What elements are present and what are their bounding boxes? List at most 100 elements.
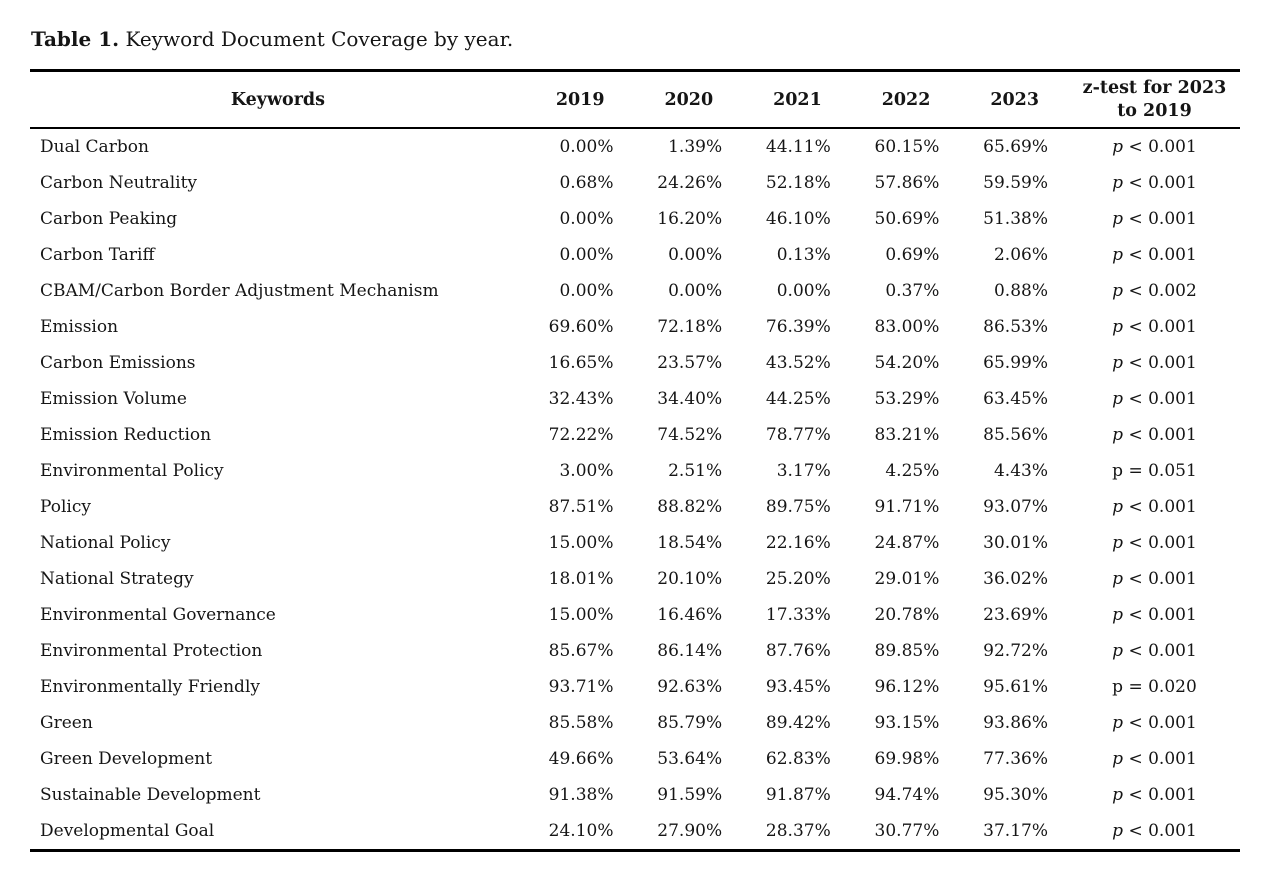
value-cell: 74.52% xyxy=(657,425,723,445)
p-symbol: p xyxy=(1112,137,1124,157)
value-cell: 60.15% xyxy=(874,137,940,157)
ztest-cell: p < 0.001 xyxy=(1069,741,1240,777)
value-cell: 89.85% xyxy=(874,641,940,661)
value-cell: 24.10% xyxy=(548,821,614,841)
table-body: Dual Carbon 0.00% 1.39% 44.11% 60.15% 65.69% p… xyxy=(30,128,1240,851)
value-cell: 89.42% xyxy=(765,713,831,733)
value-cell: 0.88% xyxy=(993,281,1048,301)
value-cell: 85.79% xyxy=(657,713,723,733)
value-cell: 52.18% xyxy=(765,173,831,193)
col-header-2022: 2022 xyxy=(881,89,931,110)
ztest-cell: p < 0.001 xyxy=(1069,309,1240,345)
p-symbol: p xyxy=(1112,785,1124,805)
value-cell: 37.17% xyxy=(983,821,1048,841)
value-cell: 62.83% xyxy=(765,749,831,769)
keyword-cell: Policy xyxy=(40,497,91,517)
p-symbol: p xyxy=(1112,353,1124,373)
value-cell: 94.74% xyxy=(874,785,940,805)
p-symbol: p xyxy=(1112,425,1124,445)
value-cell: 3.17% xyxy=(776,461,831,481)
keyword-cell: Environmental Policy xyxy=(40,461,224,481)
value-cell: 86.14% xyxy=(657,641,723,661)
p-symbol: p xyxy=(1112,821,1124,841)
ztest-header-line2: to 2019 xyxy=(1117,100,1192,121)
value-cell: 95.61% xyxy=(983,677,1048,697)
p-relation: < 0.001 xyxy=(1128,713,1197,733)
value-cell: 0.00% xyxy=(559,137,614,157)
ztest-cell: p < 0.001 xyxy=(1069,128,1240,165)
p-symbol: p xyxy=(1112,245,1124,265)
value-cell: 87.51% xyxy=(548,497,614,517)
value-cell: 0.00% xyxy=(668,281,723,301)
col-header-2021: 2021 xyxy=(773,89,822,110)
p-relation: < 0.001 xyxy=(1128,317,1197,337)
table-row: Environmentally Friendly 93.71% 92.63% 93.4… xyxy=(30,669,1240,705)
table-row: Carbon Neutrality 0.68% 24.26% 52.18% 57.86%… xyxy=(30,165,1240,201)
ztest-cell: p < 0.001 xyxy=(1069,561,1240,597)
table-caption: Table 1. Keyword Document Coverage by ye… xyxy=(31,26,513,52)
value-cell: 91.59% xyxy=(657,785,723,805)
p-symbol: p xyxy=(1112,389,1124,409)
table-row: Emission Volume 32.43% 34.40% 44.25% 53.29% 6… xyxy=(30,381,1240,417)
value-cell: 59.59% xyxy=(983,173,1048,193)
value-cell: 0.00% xyxy=(559,245,614,265)
keyword-cell: Environmental Governance xyxy=(40,605,276,625)
value-cell: 0.00% xyxy=(668,245,723,265)
value-cell: 76.39% xyxy=(765,317,831,337)
value-cell: 29.01% xyxy=(874,569,940,589)
table-row: Policy 87.51% 88.82% 89.75% 91.71% 93.07% p < … xyxy=(30,489,1240,525)
value-cell: 2.51% xyxy=(668,461,723,481)
ztest-cell: p < 0.001 xyxy=(1069,597,1240,633)
p-relation: < 0.001 xyxy=(1128,353,1197,373)
value-cell: 72.18% xyxy=(657,317,723,337)
value-cell: 91.71% xyxy=(874,497,940,517)
value-cell: 93.45% xyxy=(765,677,831,697)
keyword-cell: Emission Volume xyxy=(40,389,187,409)
value-cell: 85.67% xyxy=(548,641,614,661)
value-cell: 1.39% xyxy=(668,137,723,157)
value-cell: 24.26% xyxy=(657,173,723,193)
table-row: Environmental Protection 85.67% 86.14% 87.7… xyxy=(30,633,1240,669)
table-header: Keywords 2019 2020 2021 2022 2023 z-test… xyxy=(30,71,1240,128)
value-cell: 23.69% xyxy=(983,605,1048,625)
value-cell: 28.37% xyxy=(765,821,831,841)
value-cell: 16.46% xyxy=(657,605,723,625)
value-cell: 86.53% xyxy=(983,317,1048,337)
keyword-cell: Emission xyxy=(40,317,119,337)
value-cell: 22.16% xyxy=(765,533,831,553)
keyword-cell: Developmental Goal xyxy=(40,821,215,841)
ztest-cell: p < 0.001 xyxy=(1069,813,1240,851)
p-symbol: p xyxy=(1112,281,1124,301)
ztest-cell: p < 0.001 xyxy=(1069,345,1240,381)
value-cell: 77.36% xyxy=(983,749,1048,769)
col-header-2023: 2023 xyxy=(990,89,1040,110)
value-cell: 92.72% xyxy=(983,641,1048,661)
table-row: National Strategy 18.01% 20.10% 25.20% 29.01… xyxy=(30,561,1240,597)
ztest-cell: p < 0.001 xyxy=(1069,777,1240,813)
value-cell: 27.90% xyxy=(657,821,723,841)
p-relation: < 0.001 xyxy=(1128,605,1197,625)
value-cell: 16.20% xyxy=(657,209,723,229)
value-cell: 95.30% xyxy=(983,785,1048,805)
value-cell: 4.43% xyxy=(993,461,1048,481)
value-cell: 53.64% xyxy=(657,749,723,769)
p-relation: < 0.002 xyxy=(1128,281,1197,301)
p-relation: < 0.001 xyxy=(1128,137,1197,157)
value-cell: 20.10% xyxy=(657,569,723,589)
header-row: Keywords 2019 2020 2021 2022 2023 z-test… xyxy=(30,71,1240,128)
value-cell: 3.00% xyxy=(559,461,614,481)
ztest-cell: p = 0.051 xyxy=(1069,453,1240,489)
table-row: Carbon Emissions 16.65% 23.57% 43.52% 54.20%… xyxy=(30,345,1240,381)
table-row: Emission 69.60% 72.18% 76.39% 83.00% 86.53% p … xyxy=(30,309,1240,345)
value-cell: 53.29% xyxy=(874,389,940,409)
value-cell: 93.07% xyxy=(983,497,1048,517)
value-cell: 83.00% xyxy=(874,317,940,337)
value-cell: 96.12% xyxy=(874,677,940,697)
value-cell: 78.77% xyxy=(765,425,831,445)
value-cell: 44.11% xyxy=(765,137,831,157)
p-symbol: p xyxy=(1112,605,1124,625)
value-cell: 15.00% xyxy=(548,533,614,553)
p-relation: < 0.001 xyxy=(1128,389,1197,409)
keyword-cell: Carbon Tariff xyxy=(40,245,155,265)
keyword-cell: National Policy xyxy=(40,533,171,553)
